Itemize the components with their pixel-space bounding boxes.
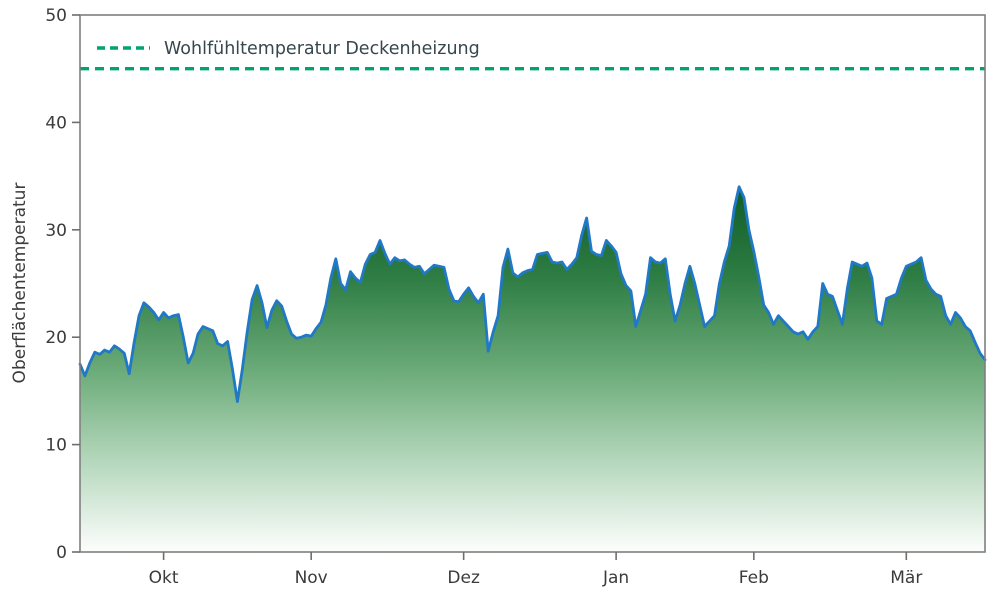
x-tick-label: Dez: [447, 568, 480, 588]
y-axis-ticks: 0 10 20 30 40 50: [45, 6, 80, 563]
y-tick-label: 20: [45, 328, 67, 348]
temperature-line: [78, 185, 987, 403]
x-tick-label: Jan: [602, 568, 629, 588]
y-tick-label: 50: [45, 6, 67, 26]
x-tick-label: Feb: [739, 568, 769, 588]
x-tick-label: Nov: [295, 568, 328, 588]
y-tick-label: 40: [45, 113, 67, 133]
legend-label: Wohlfühltemperatur Deckenheizung: [164, 39, 480, 59]
x-axis-ticks: Okt Nov Dez Jan Feb Mär: [149, 552, 922, 588]
y-tick-label: 30: [45, 221, 67, 241]
plot-border: [79, 14, 986, 553]
legend: Wohlfühltemperatur Deckenheizung: [97, 39, 480, 59]
y-axis-label: Oberflächentemperatur: [10, 183, 30, 384]
x-tick-label: Mär: [890, 568, 922, 588]
y-tick-label: 10: [45, 436, 67, 456]
x-tick-label: Okt: [149, 568, 179, 588]
temperature-area: [80, 186, 985, 553]
y-tick-label: 0: [56, 543, 67, 563]
